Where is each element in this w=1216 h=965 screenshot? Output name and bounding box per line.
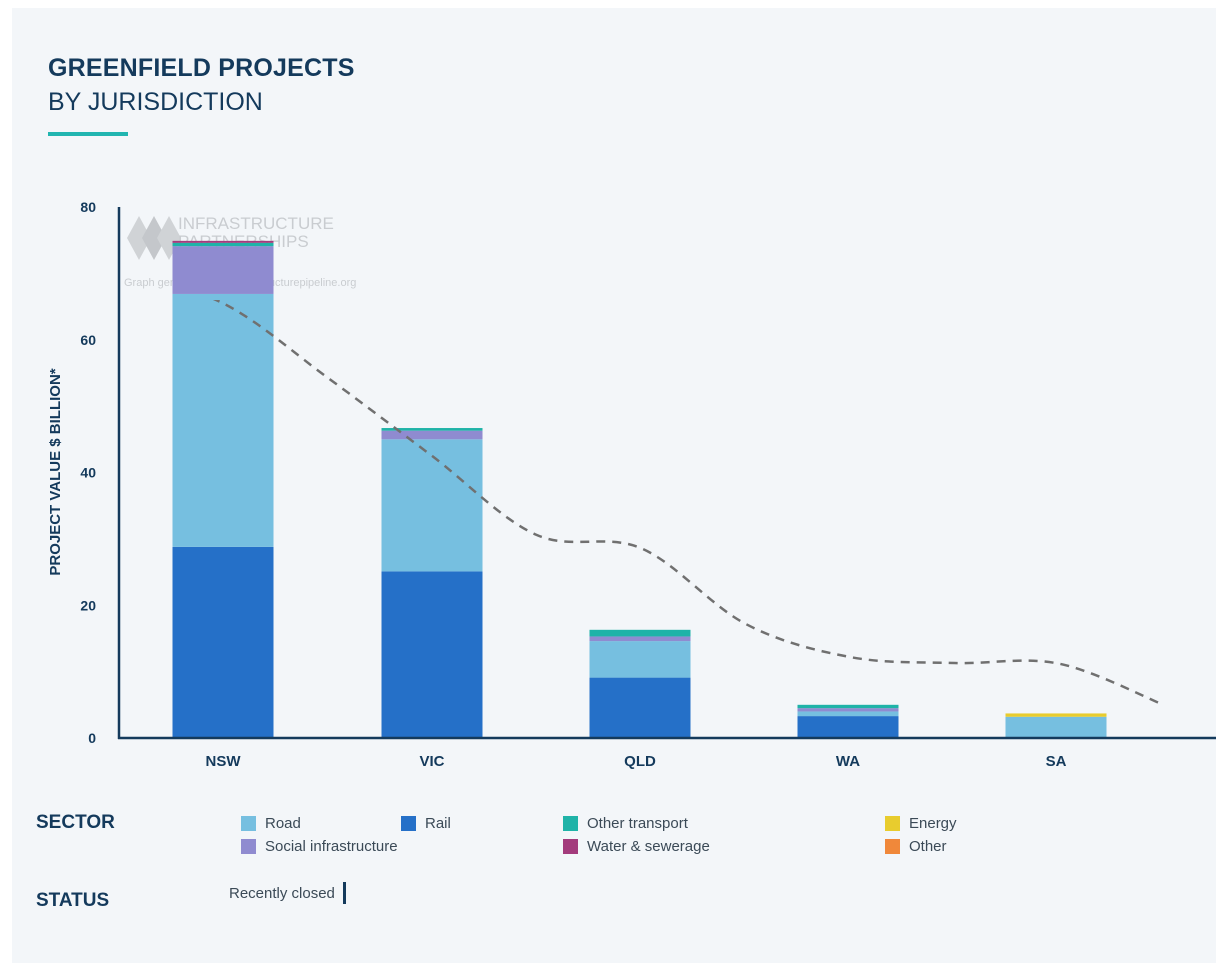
legend-label: Energy [909,814,957,832]
y-tick-label: 40 [80,465,96,481]
legend-item-rail[interactable]: Rail [401,814,451,832]
status-item-recently-closed[interactable]: Recently closed [229,882,346,904]
legend-label: Rail [425,814,451,832]
y-tick-label: 80 [80,199,96,215]
bar-nsw-water-sewerage[interactable] [172,240,274,243]
legend-swatch [563,815,578,831]
legend-swatch [885,838,900,854]
bar-qld-social-infrastructure[interactable] [589,636,691,642]
legend-item-water-sewerage[interactable]: Water & sewerage [563,837,710,855]
legend-item-road[interactable]: Road [241,814,301,832]
legend-swatch [241,838,256,854]
bar-qld-road[interactable] [589,641,691,678]
title-underline [48,132,128,136]
legend-label: Social infrastructure [265,837,398,855]
trend-line-group [212,300,1164,706]
x-tick-label-sa: SA [1046,753,1067,770]
legend-label: Other [909,837,947,855]
bar-wa-other-transport[interactable] [797,704,899,709]
legend-label: Other transport [587,814,688,832]
bar-nsw-other-transport[interactable] [172,242,274,247]
bar-qld-rail[interactable] [589,677,691,738]
legend-item-energy[interactable]: Energy [885,814,957,832]
bar-vic-social-infrastructure[interactable] [381,430,483,440]
x-tick-label-qld: QLD [624,753,656,770]
axes-group: 0 20 40 60 80 NSW VIC QLD WA SA [80,199,1216,770]
x-tick-label-wa: WA [836,753,860,770]
legend-label: Water & sewerage [587,837,710,855]
legend-item-social-infrastructure[interactable]: Social infrastructure [241,837,398,855]
bar-wa-road[interactable] [797,711,899,717]
x-tick-label-vic: VIC [419,753,444,770]
bar-nsw-road[interactable] [172,293,274,547]
watermark-line-1: INFRASTRUCTURE [178,214,334,233]
legend-swatch [563,838,578,854]
chart-subtitle: BY JURISDICTION [48,88,263,116]
y-axis-label: PROJECT VALUE $ BILLION* [47,368,64,575]
x-tick-label-nsw: NSW [206,753,242,770]
bar-wa-rail[interactable] [797,716,899,738]
bar-sa-energy[interactable] [1005,713,1107,717]
legend-item-other[interactable]: Other [885,837,947,855]
chart-title: GREENFIELD PROJECTS [48,54,355,82]
bar-nsw-social-infrastructure[interactable] [172,246,274,294]
status-heading: STATUS [36,890,110,911]
y-tick-label: 60 [80,332,96,348]
legend-item-other-transport[interactable]: Other transport [563,814,688,832]
sector-heading: SECTOR [36,812,115,833]
bar-vic-road[interactable] [381,439,483,572]
status-label: Recently closed [229,884,335,902]
trend-line [212,300,1164,706]
y-tick-label: 20 [80,597,96,613]
bar-vic-rail[interactable] [381,571,483,738]
bar-sa-road[interactable] [1005,716,1107,738]
watermark-logo-icon [127,216,181,260]
bar-series-group [172,240,1107,738]
legend-label: Road [265,814,301,832]
bar-nsw-rail[interactable] [172,546,274,738]
legend-swatch [241,815,256,831]
status-marker [342,882,346,904]
legend-swatch [401,815,416,831]
bar-wa-social-infrastructure[interactable] [797,708,899,712]
bar-qld-other-transport[interactable] [589,629,691,637]
legend-swatch [885,815,900,831]
y-tick-label: 0 [88,730,96,746]
bar-vic-other-transport[interactable] [381,428,483,431]
